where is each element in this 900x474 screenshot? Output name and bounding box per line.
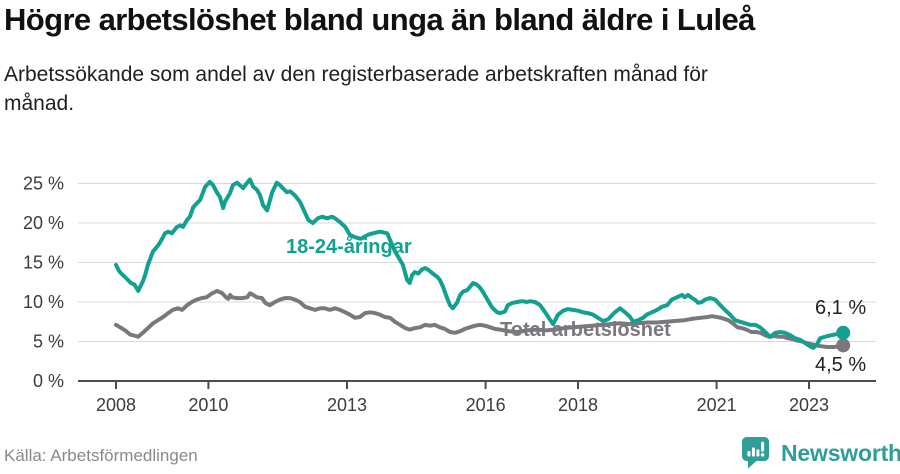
end-dot-young <box>836 325 851 340</box>
bar-3 <box>756 449 760 457</box>
page-title: Högre arbetslöshet bland unga än bland ä… <box>4 2 755 37</box>
x-tick-label: 2023 <box>789 395 829 415</box>
speech-bubble-shape <box>742 437 769 469</box>
y-tick-label: 5 % <box>33 332 64 352</box>
end-value-young: 6,1 % <box>815 297 867 319</box>
y-tick-label: 15 % <box>23 253 64 273</box>
bar-1 <box>747 451 751 457</box>
series-label-young: 18-24-åringar <box>286 236 412 258</box>
newsworthy-logo[interactable]: Newsworthy <box>742 437 900 471</box>
x-tick-label: 2013 <box>327 395 367 415</box>
newsworthy-wordmark: Newsworthy <box>781 440 900 466</box>
exclamation-dot <box>760 453 765 457</box>
y-tick-label: 25 % <box>23 174 64 194</box>
y-tick-label: 10 % <box>23 292 64 312</box>
newsworthy-bubble-chart-icon <box>742 437 769 469</box>
x-tick-label: 2016 <box>466 395 506 415</box>
end-value-total: 4,5 % <box>815 354 867 376</box>
series-line-total <box>114 288 846 349</box>
bar-2 <box>751 447 755 457</box>
source-note: Källa: Arbetsförmedlingen <box>4 446 198 465</box>
y-tick-label: 0 % <box>33 371 64 391</box>
series-line-young <box>114 177 846 350</box>
end-dot-total <box>836 338 851 353</box>
exclamation-stem <box>761 441 765 452</box>
x-tick-label: 2010 <box>188 395 228 415</box>
x-tick-label: 2018 <box>558 395 598 415</box>
x-tick-label: 2008 <box>96 395 136 415</box>
y-tick-label: 20 % <box>23 213 64 233</box>
series-label-total: Total arbetslöshet <box>500 319 671 341</box>
page-subtitle: Arbetssökande som andel av den registerb… <box>4 63 708 116</box>
x-tick-label: 2021 <box>697 395 737 415</box>
